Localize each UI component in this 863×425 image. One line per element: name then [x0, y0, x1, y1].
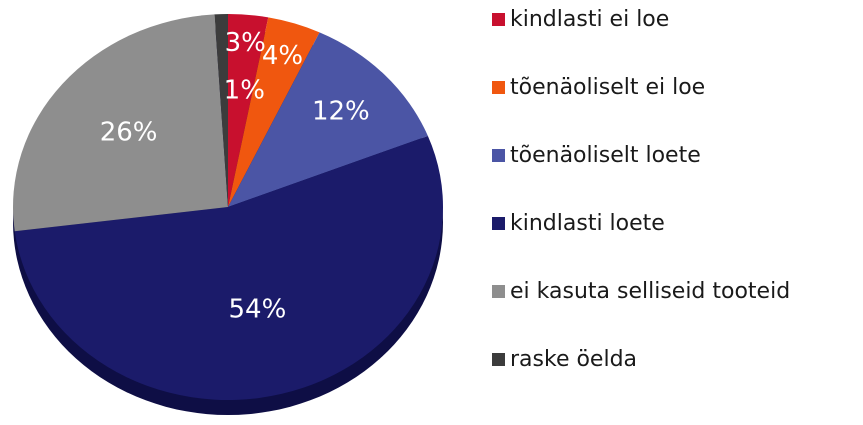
legend-label: kindlasti ei loe	[510, 7, 669, 32]
slice-label: 12%	[312, 96, 370, 126]
pie-slice	[228, 17, 320, 207]
legend-swatch	[492, 149, 505, 162]
legend-swatch	[492, 81, 505, 94]
legend-swatch	[492, 217, 505, 230]
slice-label: 26%	[100, 118, 158, 148]
legend-label: raske öelda	[510, 347, 637, 372]
legend-swatch	[492, 13, 505, 26]
pie-slice	[228, 14, 269, 207]
legend-swatch	[492, 353, 505, 366]
pie-slice	[14, 135, 444, 401]
slice-label: 3%	[225, 28, 266, 58]
legend-label: ei kasuta selliseid tooteid	[510, 279, 790, 304]
slice-label: 1%	[224, 75, 265, 105]
pie-slice	[214, 14, 228, 207]
slice-label: 4%	[262, 41, 303, 71]
slice-label: 54%	[229, 294, 287, 324]
legend-swatch	[492, 285, 505, 298]
pie-slice	[228, 32, 428, 207]
legend-label: tõenäoliselt ei loe	[510, 75, 705, 100]
pie-slice	[12, 14, 228, 232]
legend-label: kindlasti loete	[510, 211, 665, 236]
legend-label: tõenäoliselt loete	[510, 143, 701, 168]
